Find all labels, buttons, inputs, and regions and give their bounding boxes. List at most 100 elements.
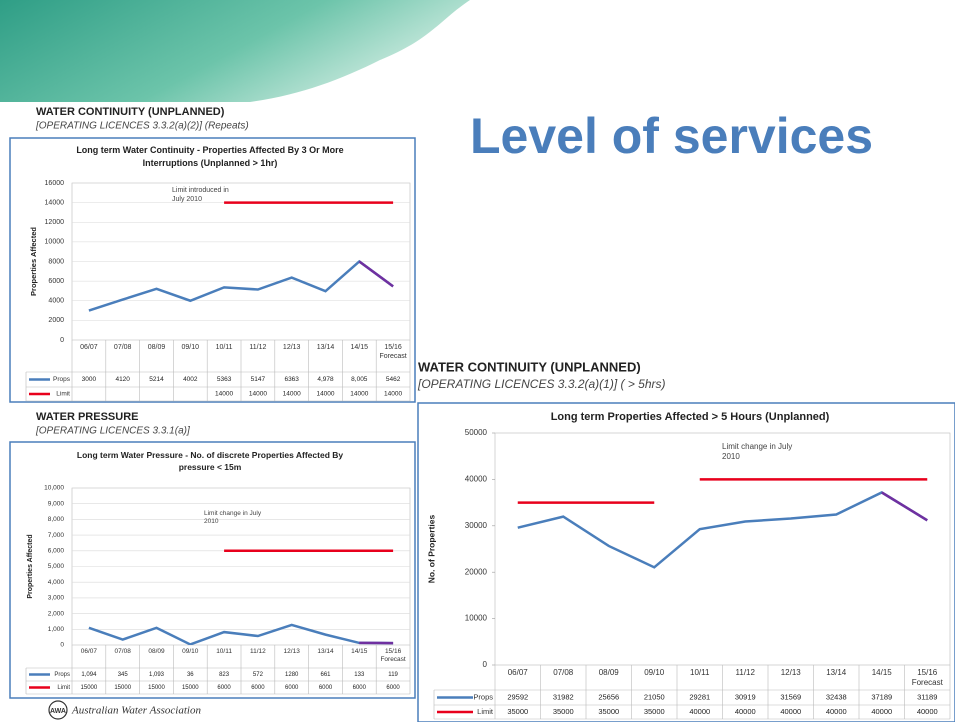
y-tick-label: 2,000	[48, 610, 65, 617]
section-title: WATER CONTINUITY (UNPLANNED)	[36, 106, 225, 118]
table-value: 1,094	[81, 672, 97, 678]
x-tick-label: 09/10	[173, 647, 207, 656]
x-tick-label: 15/16 Forecast	[376, 647, 410, 664]
table-value: 31569	[780, 692, 801, 701]
x-tick-label-box: 07/08	[106, 647, 140, 668]
table-value: 21050	[644, 692, 665, 701]
y-tick-label: 40000	[465, 475, 488, 484]
table-value: 6000	[285, 685, 299, 691]
table-value: 4,978	[317, 376, 334, 383]
x-tick-label: 11/12	[241, 647, 275, 656]
x-tick-label-box: 11/12	[241, 647, 275, 668]
x-tick-label: 12/13	[275, 342, 309, 353]
table-value: 6000	[353, 685, 367, 691]
table-value: 40000	[780, 707, 801, 716]
x-tick-label: 13/14	[814, 667, 860, 678]
table-value: 15000	[148, 685, 165, 691]
y-axis-label: No. of Properties	[426, 514, 436, 583]
slide-heading: Level of services	[470, 108, 873, 164]
table-value: 4002	[183, 376, 198, 383]
table-value: 14000	[384, 391, 402, 398]
table-value: 40000	[689, 707, 710, 716]
y-tick-label: 30000	[465, 521, 488, 530]
table-value: 35000	[644, 707, 665, 716]
table-value: 6363	[284, 376, 299, 383]
x-tick-label: 11/12	[723, 667, 769, 678]
y-tick-label: 16000	[45, 180, 65, 187]
legend-label: Props	[54, 672, 70, 678]
legend-label: Limit	[57, 685, 70, 691]
annotation: Limit change in July 2010	[722, 442, 812, 463]
y-tick-label: 0	[60, 642, 64, 649]
y-tick-label: 50000	[465, 428, 488, 437]
table-value: 6000	[217, 685, 231, 691]
x-tick-label: 14/15	[342, 342, 376, 353]
x-tick-label-box: 12/13	[768, 667, 814, 690]
x-tick-label: 06/07	[495, 667, 541, 678]
section-title: WATER PRESSURE	[36, 411, 138, 423]
table-value: 40000	[735, 707, 756, 716]
table-value: 5214	[149, 376, 164, 383]
table-value: 35000	[507, 707, 528, 716]
y-tick-label: 2000	[48, 317, 64, 324]
x-tick-label-box: 08/09	[140, 647, 174, 668]
x-tick-label-box: 07/08	[106, 342, 140, 372]
x-tick-label: 14/15	[342, 647, 376, 656]
y-tick-label: 1,000	[48, 626, 65, 633]
y-tick-label: 3,000	[48, 595, 65, 602]
y-axis-label: Properties Affected	[27, 534, 34, 598]
x-tick-label-box: 10/11	[207, 342, 241, 372]
table-value: 35000	[553, 707, 574, 716]
table-value: 133	[354, 672, 365, 678]
x-tick-label: 12/13	[768, 667, 814, 678]
chart-title-box: Long term Properties Affected > 5 Hours …	[500, 410, 880, 432]
x-tick-label-box: 08/09	[140, 342, 174, 372]
table-value: 572	[253, 672, 264, 678]
table-value: 14000	[215, 391, 233, 398]
x-tick-label: 13/14	[309, 647, 343, 656]
annotation: Limit change in July 2010	[204, 510, 274, 527]
x-tick-label-box: 06/07	[72, 342, 106, 372]
x-tick-label: 06/07	[72, 647, 106, 656]
chart-title-box: Long term Water Pressure - No. of discre…	[60, 450, 360, 480]
section-title: WATER CONTINUITY (UNPLANNED)	[418, 359, 641, 374]
table-value: 5147	[251, 376, 266, 383]
chart-title: Long term Water Pressure - No. of discre…	[60, 450, 360, 474]
annotation-box: Limit introduced in July 2010	[172, 186, 232, 226]
y-tick-label: 10,000	[44, 485, 64, 492]
x-tick-label-box: 15/16 Forecast	[376, 342, 410, 372]
x-tick-label: 08/09	[586, 667, 632, 678]
x-tick-label: 10/11	[207, 342, 241, 353]
legend-label: Limit	[56, 391, 70, 398]
section-subtitle: [OPERATING LICENCES 3.3.2(a)(1)] ( > 5hr…	[417, 377, 666, 391]
x-tick-label-box: 09/10	[173, 647, 207, 668]
table-value: 30919	[735, 692, 756, 701]
y-tick-label: 9,000	[48, 500, 65, 507]
legend-label: Limit	[477, 707, 494, 716]
y-tick-label: 8,000	[48, 516, 65, 523]
logo-mark: AWA	[50, 708, 66, 715]
table-value: 15000	[81, 685, 98, 691]
x-tick-label: 10/11	[207, 647, 241, 656]
x-tick-label-box: 12/13	[275, 647, 309, 668]
table-value: 4120	[115, 376, 130, 383]
y-tick-label: 6,000	[48, 548, 65, 555]
x-tick-label: 06/07	[72, 342, 106, 353]
legend-label: Props	[473, 692, 493, 701]
table-value: 32438	[826, 692, 847, 701]
annotation-box: Limit change in July 2010	[204, 510, 274, 550]
x-tick-label: 09/10	[173, 342, 207, 353]
table-value: 36	[187, 672, 194, 678]
table-value: 661	[320, 672, 331, 678]
table-value: 37189	[871, 692, 892, 701]
table-value: 3000	[82, 376, 97, 383]
table-value: 6000	[251, 685, 265, 691]
y-tick-label: 10000	[45, 239, 65, 246]
x-tick-label: 13/14	[309, 342, 343, 353]
y-tick-label: 8000	[48, 258, 64, 265]
y-tick-label: 4000	[48, 298, 64, 305]
x-tick-label-box: 06/07	[495, 667, 541, 690]
x-tick-label: 12/13	[275, 647, 309, 656]
x-tick-label-box: 10/11	[677, 667, 723, 690]
chart-title-box: Long term Water Continuity - Properties …	[60, 144, 360, 178]
